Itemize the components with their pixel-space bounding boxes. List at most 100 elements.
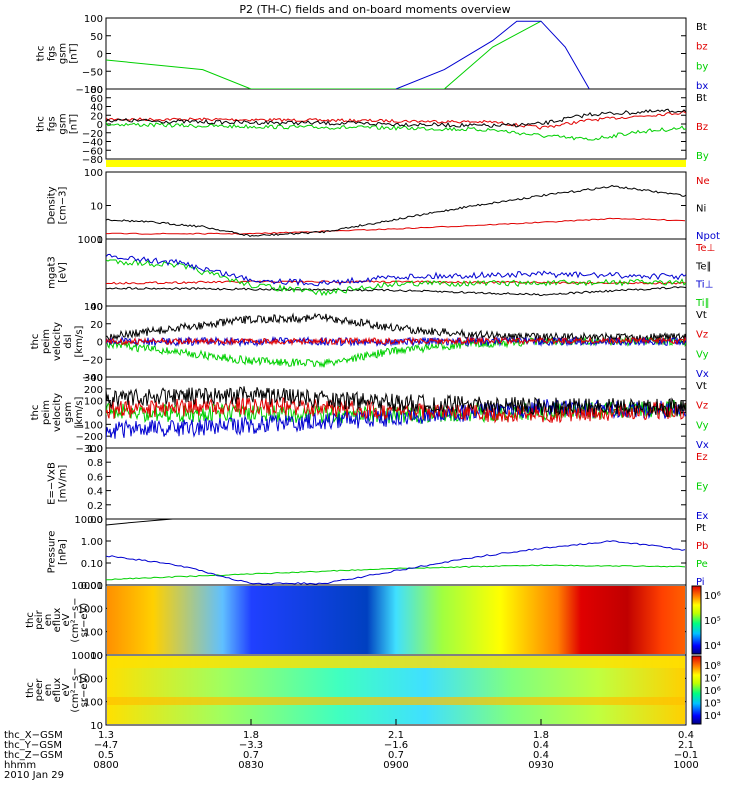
y-axis-label: [eV]	[58, 262, 69, 283]
y-axis-label: thc	[36, 46, 47, 62]
y-tick-label: 1000	[78, 235, 103, 246]
y-axis-label: fgs	[47, 116, 58, 131]
y-axis-label: [km/s]	[74, 325, 85, 357]
y-tick-label: 0.6	[87, 472, 103, 483]
y-tick-label: 0.2	[87, 501, 103, 512]
y-tick-label: 50	[90, 32, 103, 43]
x-tick-label: 0900	[383, 760, 408, 771]
legend-entry: Ey	[696, 482, 708, 493]
legend-entry: Te⊥	[695, 243, 715, 254]
x-tick-label: 2.1	[678, 740, 694, 751]
x-tick-label: −0.1	[674, 750, 698, 761]
y-tick-label: 0	[97, 50, 103, 61]
y-axis-label: Pressure	[47, 531, 58, 574]
y-axis-label: fgs	[47, 46, 58, 61]
panel-spec_e: 10000 1000 100 10 thcpeerenefluxeV(cm²−s−sr−…	[25, 651, 687, 732]
x-tick-label: 0.4	[533, 740, 549, 751]
colorbar-tick-label: 10⁴	[704, 641, 721, 652]
panel-frame	[105, 238, 687, 307]
y-tick-label: 100	[84, 14, 103, 25]
x-row-label: thc_Y−GSM	[4, 740, 62, 751]
y-tick-label: 100	[84, 628, 103, 639]
y-axis-label: gsm	[58, 43, 69, 64]
legend-entry: Vt	[696, 310, 707, 321]
legend-entry: bx	[696, 81, 708, 92]
series-vel_e-vt	[106, 312, 686, 343]
colorbar-tick-label: 10⁵	[704, 699, 721, 710]
y-axis-label: thc	[36, 116, 47, 132]
series-temp-ti∥	[106, 259, 686, 297]
colorbar-tick-label: 10⁵	[704, 616, 721, 627]
legend-entry: Ti∥	[695, 298, 710, 309]
y-tick-label: −50	[82, 67, 103, 78]
x-tick-label: 1.8	[533, 730, 549, 741]
y-tick-label: 40	[90, 103, 103, 114]
y-axis-label: thc	[30, 334, 41, 350]
series-pressure-pt	[106, 519, 180, 526]
y-tick-label: 100	[84, 397, 103, 408]
y-tick-label: −100	[76, 85, 103, 96]
y-tick-label: 1.0	[87, 444, 103, 455]
spectrogram-band	[107, 656, 685, 668]
y-axis-label: [mV/m]	[58, 465, 69, 503]
y-tick-label: −80	[82, 155, 103, 166]
spectrogram-band	[107, 697, 685, 705]
y-tick-label: 0	[97, 338, 103, 349]
legend-entry: Bz	[696, 122, 708, 133]
y-tick-label: 100	[84, 698, 103, 709]
panel-efield: 1.0 0.8 0.6 0.4 0.2 0.0 E=−VxB [mV/m] Ez Ey Ex	[47, 444, 709, 526]
series-fgs_mid-bt	[106, 108, 686, 128]
y-axis-label: (cm²−s−	[70, 667, 81, 712]
legend-entry: Vy	[696, 349, 709, 360]
x-row-label: thc_Z−GSM	[4, 750, 63, 761]
x-tick-label: 1.3	[98, 730, 114, 741]
chart-title: P2 (TH-C) fields and on-board moments ov…	[239, 3, 510, 16]
x-tick-label: −4.7	[94, 740, 118, 751]
colorbar-tick-label: 10⁶	[704, 591, 721, 602]
y-axis-label: peim	[41, 329, 52, 354]
y-axis-label: Density	[47, 186, 58, 224]
y-axis-label: [nT]	[69, 114, 80, 134]
y-axis-label: [cm−3]	[58, 187, 69, 225]
y-axis-label: eV	[61, 683, 72, 696]
panel-spec_i: 10000 1000 100 10 thcpeirenefluxeV(cm²−s−sr−…	[25, 581, 687, 662]
y-tick-label: 40	[90, 302, 103, 313]
series-fgs_mid-bz	[106, 111, 686, 130]
y-axis-label: velocity	[52, 322, 63, 361]
x-tick-label: −3.3	[239, 740, 263, 751]
series-vel_gsm-vt	[106, 386, 686, 417]
x-tick-label: 0.7	[243, 750, 259, 761]
legend-entry: Vt	[696, 381, 707, 392]
series-temp-ti⊥	[106, 253, 686, 287]
series-pressure-pi	[106, 540, 686, 585]
legend-entry: Vz	[696, 330, 708, 341]
y-tick-label: 1000	[78, 674, 103, 685]
panel-frame	[105, 518, 687, 586]
legend-entry: Ne	[696, 176, 710, 187]
legend-entry: Bt	[696, 22, 707, 33]
legend-entry: Pi	[696, 577, 705, 588]
y-tick-label: 300	[84, 373, 103, 384]
y-tick-label: −300	[76, 444, 103, 455]
panel-frame	[105, 17, 687, 90]
y-tick-label: 60	[90, 94, 103, 105]
x-tick-label: 1.8	[243, 730, 259, 741]
series-fgs_mid-by	[106, 122, 686, 141]
colorbar-tick-label: 10⁸	[704, 661, 721, 672]
y-tick-label: 0	[97, 120, 103, 131]
y-axis-label: mgat3	[47, 256, 58, 289]
y-tick-label: −200	[76, 432, 103, 443]
x-tick-label: 1000	[673, 760, 698, 771]
legend-entry: Vx	[696, 440, 709, 451]
series-temp-te∥	[106, 286, 686, 297]
y-tick-label: −60	[82, 146, 103, 157]
x-tick-label: 0.4	[678, 730, 694, 741]
legend-entry: Ti⊥	[695, 280, 713, 291]
legend-entry: Vx	[696, 369, 709, 380]
x-tick-label: 0.7	[388, 750, 404, 761]
y-axis-label: [nT]	[69, 43, 80, 63]
y-tick-label: 10000	[71, 651, 103, 662]
y-axis-label: (cm²−s−	[70, 597, 81, 642]
